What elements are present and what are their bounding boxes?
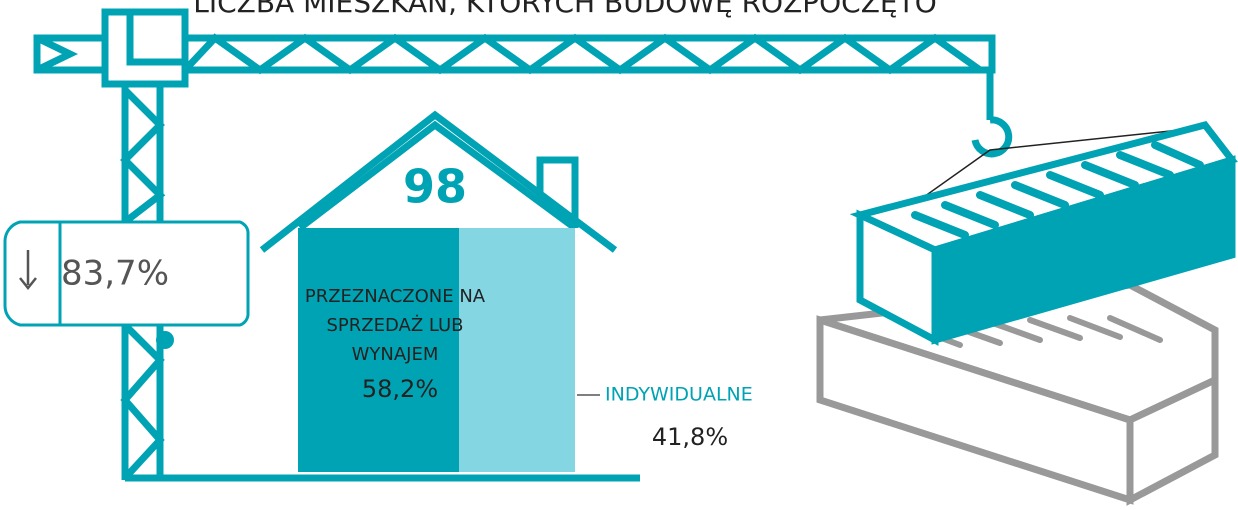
series-name: INDYWIDUALNE	[605, 384, 753, 406]
change-box	[3, 220, 250, 349]
container-teal	[849, 121, 1238, 346]
series-name: PRZEZNACZONE NA SPRZEDAŻ LUB WYNAJEM	[304, 286, 486, 365]
house	[259, 110, 618, 253]
series-value: 41,8%	[652, 423, 728, 451]
series-label-box: PRZEZNACZONE NA SPRZEDAŻ LUB WYNAJEM	[304, 286, 486, 365]
change-value: 83,7%	[61, 254, 169, 294]
bar-segment	[298, 228, 460, 472]
bar-segment	[459, 228, 575, 472]
chart-title: LICZBA MIESZKAŃ, KTÓRYCH BUDOWĘ ROZPOCZĘ…	[193, 0, 937, 19]
series-value: 58,2%	[362, 375, 438, 403]
total: 98	[403, 160, 467, 214]
